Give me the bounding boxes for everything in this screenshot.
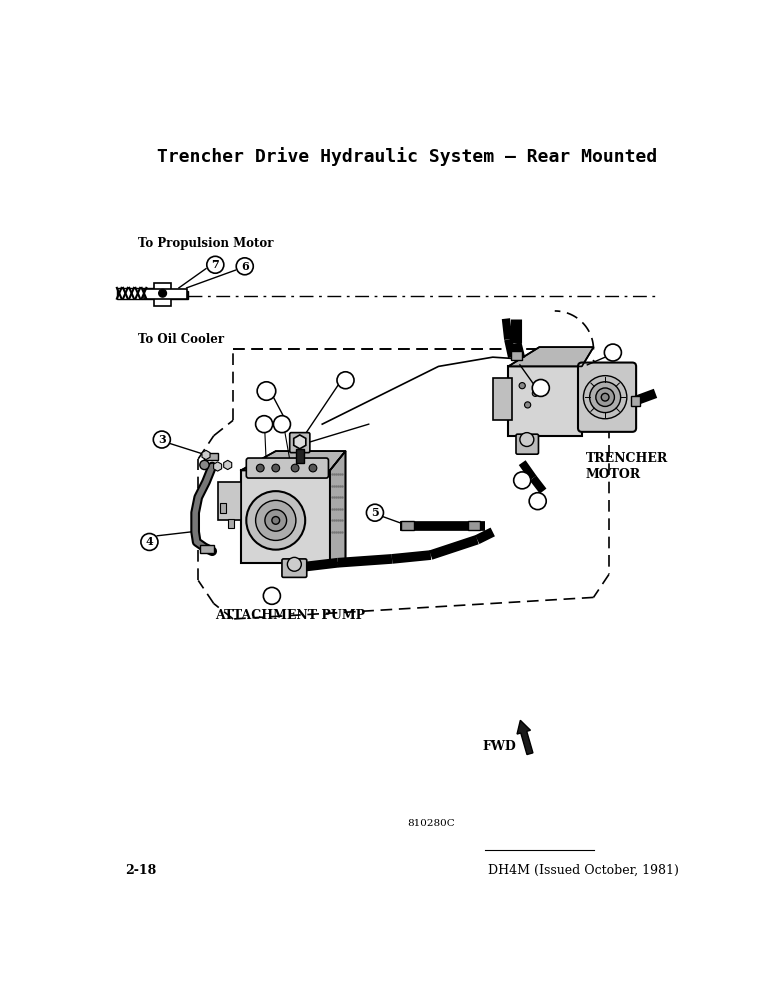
Bar bbox=[117, 288, 156, 299]
Circle shape bbox=[596, 388, 615, 406]
Text: 4: 4 bbox=[146, 536, 154, 547]
Text: 6: 6 bbox=[241, 261, 249, 272]
Bar bbox=[154, 283, 171, 306]
Text: DH4M (Issued October, 1981): DH4M (Issued October, 1981) bbox=[488, 864, 679, 877]
Circle shape bbox=[524, 402, 530, 408]
Bar bbox=[631, 396, 640, 406]
Circle shape bbox=[256, 416, 273, 433]
FancyBboxPatch shape bbox=[218, 482, 241, 520]
Circle shape bbox=[590, 382, 621, 413]
FancyBboxPatch shape bbox=[578, 363, 636, 432]
Circle shape bbox=[532, 379, 549, 396]
FancyBboxPatch shape bbox=[246, 458, 328, 478]
Text: 6: 6 bbox=[278, 419, 285, 430]
Circle shape bbox=[532, 390, 538, 396]
Circle shape bbox=[514, 472, 530, 489]
Circle shape bbox=[274, 416, 290, 433]
Circle shape bbox=[309, 464, 317, 472]
Circle shape bbox=[529, 493, 546, 510]
Text: 7: 7 bbox=[261, 419, 268, 430]
Text: 1: 1 bbox=[519, 475, 526, 486]
Bar bbox=[171, 291, 188, 299]
FancyBboxPatch shape bbox=[493, 378, 512, 420]
Circle shape bbox=[520, 433, 534, 446]
Bar bbox=[512, 351, 522, 360]
FancyBboxPatch shape bbox=[509, 366, 582, 436]
Bar bbox=[204, 453, 218, 460]
Polygon shape bbox=[509, 347, 594, 366]
Circle shape bbox=[257, 464, 264, 472]
Circle shape bbox=[200, 460, 209, 470]
Circle shape bbox=[257, 382, 276, 400]
Circle shape bbox=[272, 464, 279, 472]
Polygon shape bbox=[330, 451, 346, 563]
Text: 8: 8 bbox=[537, 382, 544, 393]
Text: To Propulsion Motor: To Propulsion Motor bbox=[138, 237, 273, 250]
Bar bbox=[228, 519, 234, 528]
Circle shape bbox=[265, 510, 286, 531]
Polygon shape bbox=[241, 451, 346, 470]
Circle shape bbox=[367, 504, 384, 521]
Circle shape bbox=[264, 587, 280, 604]
Circle shape bbox=[601, 393, 609, 401]
FancyBboxPatch shape bbox=[282, 559, 307, 577]
Circle shape bbox=[256, 500, 296, 540]
Circle shape bbox=[337, 372, 354, 389]
Text: Trencher Drive Hydraulic System — Rear Mounted: Trencher Drive Hydraulic System — Rear M… bbox=[158, 147, 658, 166]
FancyBboxPatch shape bbox=[516, 434, 538, 454]
Bar bbox=[401, 521, 413, 530]
Bar bbox=[220, 503, 226, 513]
FancyBboxPatch shape bbox=[241, 470, 330, 563]
Text: 3: 3 bbox=[158, 434, 165, 445]
Circle shape bbox=[154, 431, 170, 448]
Circle shape bbox=[246, 491, 305, 550]
Text: FWD: FWD bbox=[482, 740, 516, 753]
Bar bbox=[144, 289, 186, 299]
Circle shape bbox=[519, 383, 525, 389]
FancyBboxPatch shape bbox=[289, 433, 310, 453]
Text: 7: 7 bbox=[211, 259, 219, 270]
Text: 1: 1 bbox=[342, 375, 349, 386]
Text: ATTACHMENT PUMP: ATTACHMENT PUMP bbox=[215, 609, 365, 622]
Text: 5: 5 bbox=[371, 507, 379, 518]
Text: TRENCHER
MOTOR: TRENCHER MOTOR bbox=[586, 452, 668, 481]
Bar bbox=[468, 521, 480, 530]
Circle shape bbox=[272, 517, 279, 524]
Circle shape bbox=[207, 256, 224, 273]
Circle shape bbox=[583, 376, 627, 419]
Circle shape bbox=[604, 344, 622, 361]
FancyArrow shape bbox=[517, 720, 533, 755]
Circle shape bbox=[291, 464, 299, 472]
Text: 2-18: 2-18 bbox=[125, 864, 156, 877]
Circle shape bbox=[141, 533, 158, 550]
Circle shape bbox=[236, 258, 254, 275]
Text: 810280C: 810280C bbox=[407, 819, 455, 828]
Text: 10: 10 bbox=[260, 387, 273, 396]
Circle shape bbox=[287, 557, 301, 571]
Text: 1: 1 bbox=[268, 590, 275, 601]
Text: 9: 9 bbox=[534, 496, 541, 507]
Circle shape bbox=[158, 289, 166, 297]
Bar bbox=[296, 449, 303, 463]
Bar bbox=[200, 545, 214, 553]
Text: To Oil Cooler: To Oil Cooler bbox=[138, 333, 224, 346]
Text: 1: 1 bbox=[609, 347, 617, 358]
